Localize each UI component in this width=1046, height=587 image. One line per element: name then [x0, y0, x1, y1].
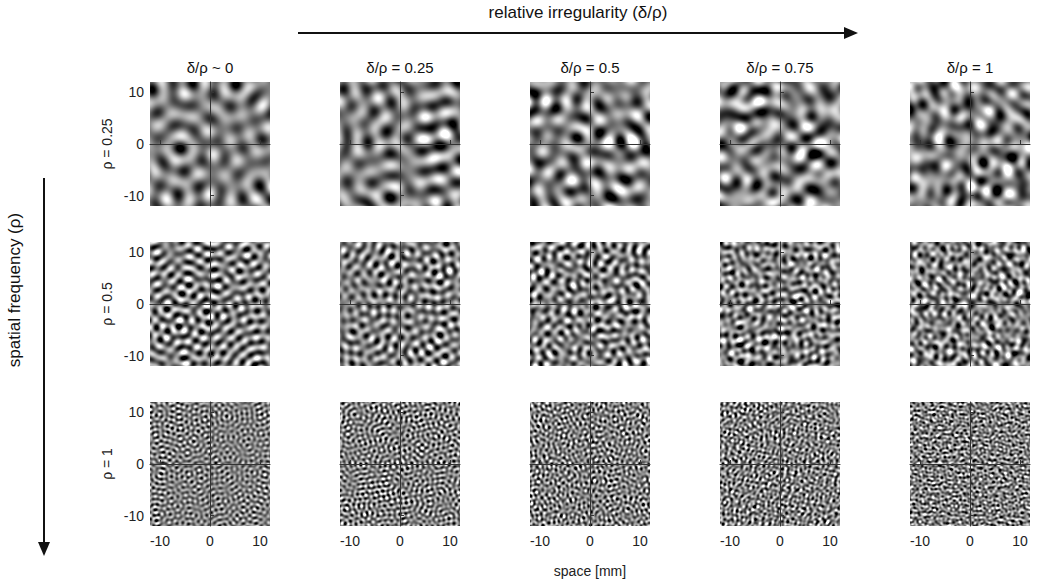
svg-text:0: 0 [586, 533, 594, 549]
svg-text:ρ = 0.5: ρ = 0.5 [99, 282, 115, 326]
svg-text:-10: -10 [340, 533, 360, 549]
svg-text:0: 0 [776, 533, 784, 549]
svg-text:0: 0 [136, 296, 144, 312]
svg-text:-10: -10 [124, 348, 144, 364]
svg-text:0: 0 [136, 456, 144, 472]
svg-text:10: 10 [252, 533, 268, 549]
svg-text:10: 10 [1012, 533, 1028, 549]
svg-text:relative irregularity (δ/ρ): relative irregularity (δ/ρ) [489, 3, 668, 22]
svg-text:δ/ρ = 0.25: δ/ρ = 0.25 [366, 59, 433, 76]
svg-text:spatial frequency (ρ): spatial frequency (ρ) [5, 213, 24, 367]
svg-text:-10: -10 [720, 533, 740, 549]
svg-text:-10: -10 [910, 533, 930, 549]
svg-text:10: 10 [128, 244, 144, 260]
svg-text:10: 10 [442, 533, 458, 549]
svg-text:δ/ρ ~ 0: δ/ρ ~ 0 [187, 59, 234, 76]
svg-text:ρ = 0.25: ρ = 0.25 [99, 118, 115, 169]
svg-text:-10: -10 [124, 508, 144, 524]
svg-text:0: 0 [966, 533, 974, 549]
svg-text:10: 10 [128, 404, 144, 420]
svg-text:10: 10 [632, 533, 648, 549]
svg-text:-10: -10 [150, 533, 170, 549]
svg-text:δ/ρ = 1: δ/ρ = 1 [947, 59, 994, 76]
svg-text:-10: -10 [124, 188, 144, 204]
svg-text:-10: -10 [530, 533, 550, 549]
svg-text:δ/ρ = 0.5: δ/ρ = 0.5 [561, 59, 620, 76]
svg-text:0: 0 [206, 533, 214, 549]
svg-text:δ/ρ = 0.75: δ/ρ = 0.75 [746, 59, 813, 76]
svg-text:10: 10 [128, 84, 144, 100]
svg-text:0: 0 [396, 533, 404, 549]
svg-text:0: 0 [136, 136, 144, 152]
svg-text:space [mm]: space [mm] [554, 563, 626, 579]
svg-text:ρ = 1: ρ = 1 [99, 448, 115, 480]
svg-text:10: 10 [822, 533, 838, 549]
